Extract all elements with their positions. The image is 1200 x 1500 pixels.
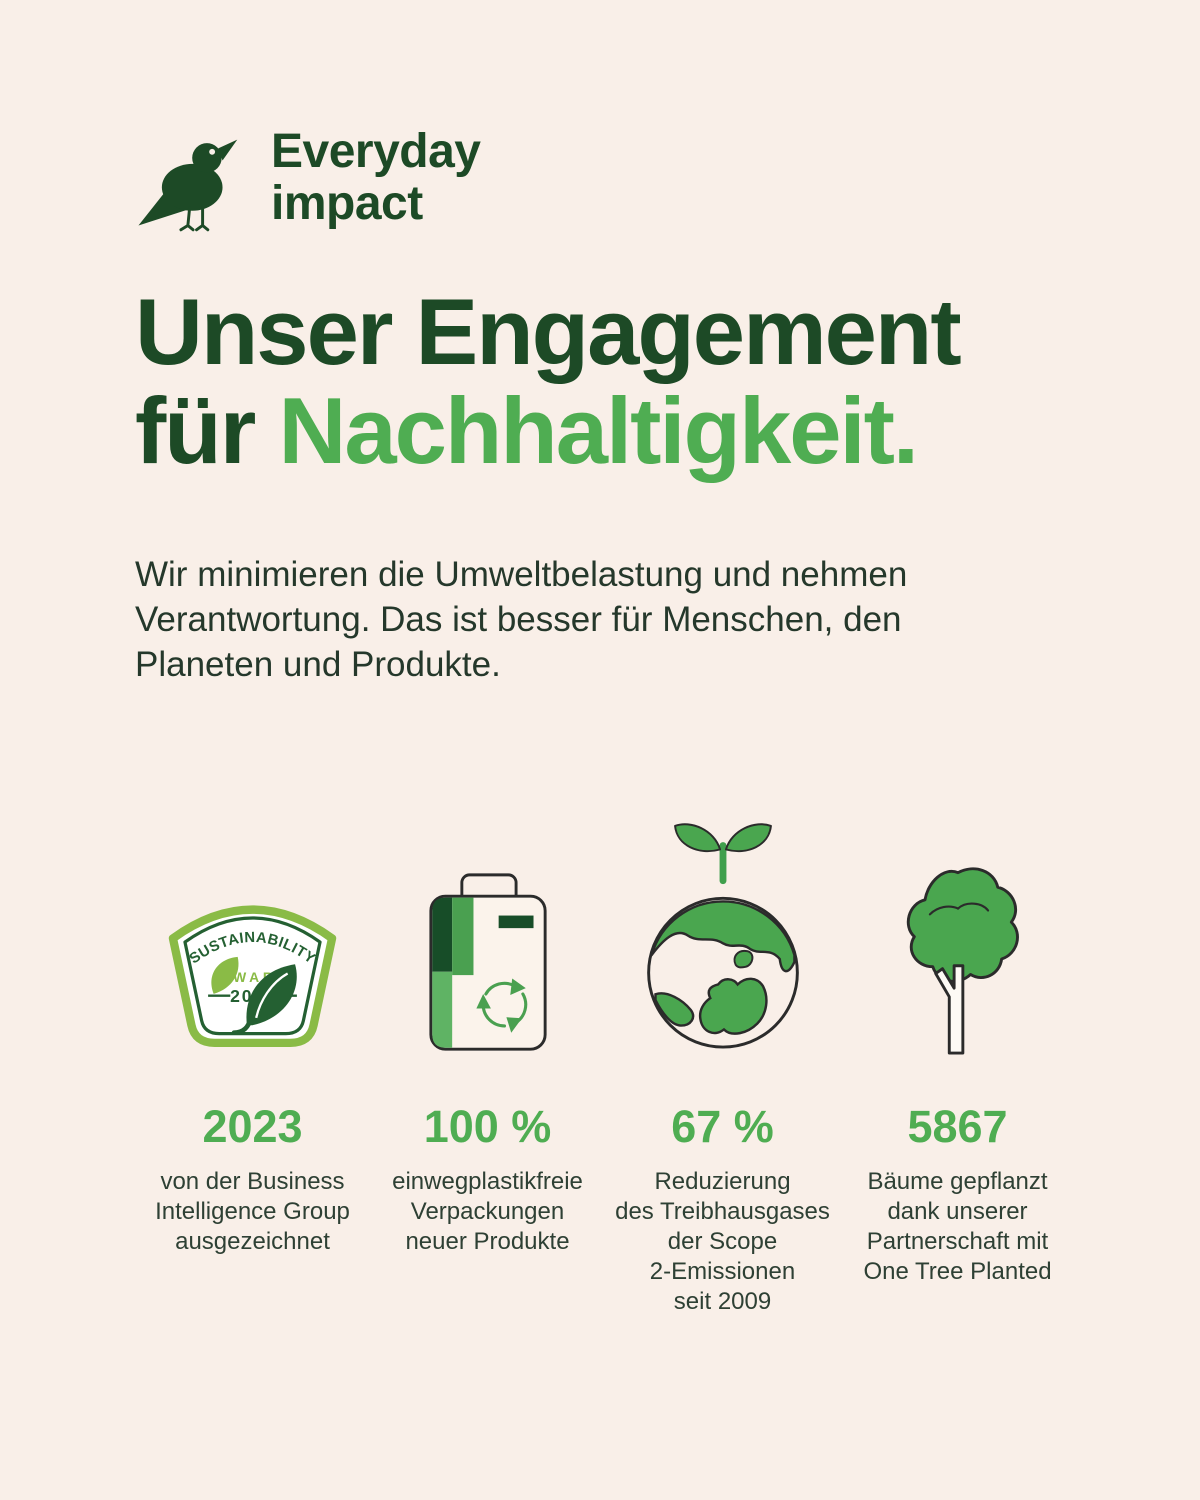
tree-canopy — [906, 867, 1019, 983]
continent-north — [649, 900, 796, 973]
package-label — [498, 915, 534, 929]
brand-name-line2: impact — [271, 177, 423, 230]
stats-row: SUSTAINABILITY AWARD 2023 2023 von der B… — [135, 815, 1075, 1317]
page-title-line2-green: Nachhaltigkeit. — [278, 378, 919, 483]
page-title-line2: für Nachhaltigkeit. — [135, 381, 1090, 480]
stat-award-label: von der Business Intelligence Group ausg… — [155, 1168, 350, 1255]
tree-icon — [906, 867, 1019, 1055]
earth-sprout-icon — [646, 823, 799, 1049]
badge-outer-border — [168, 905, 337, 1048]
bird-body — [161, 163, 223, 211]
stat-packaging-value: 100 % — [423, 1101, 552, 1152]
recycle-icon — [475, 978, 527, 1033]
package-stripe-dark — [431, 897, 452, 972]
stat-trees-value: 5867 — [907, 1101, 1008, 1152]
bird-legs — [179, 205, 210, 232]
badge-leaf-vein — [255, 972, 289, 1019]
continent-island — [733, 949, 753, 969]
badge-small-leaf — [211, 956, 239, 994]
stat-trees-label: Bäume gepflanzt dank unserer Partnerscha… — [863, 1168, 1052, 1285]
brand-name: Everyday impact — [271, 126, 481, 234]
badge-inner-border — [183, 916, 322, 1036]
intro-paragraph: Wir minimieren die Umweltbelastung und n… — [135, 555, 908, 684]
sustainability-award-badge-icon: SUSTAINABILITY AWARD 2023 — [168, 905, 337, 1048]
page-title-line2-dark: für — [135, 378, 256, 483]
tree-trunk — [933, 964, 964, 1055]
tree-canopy-detail — [928, 902, 989, 916]
bird-eye — [209, 148, 216, 155]
stat-packaging-label: einwegplastikfreie Verpackungen neuer Pr… — [392, 1168, 583, 1255]
stat-emissions-label: Reduzierung des Treibhausgases der Scope… — [615, 1168, 830, 1315]
package-stripe-mid — [451, 897, 473, 976]
page-title: Unser Engagement für Nachhaltigkeit. — [135, 282, 1090, 480]
bird-icon — [138, 139, 238, 232]
sprout-leaf-left — [673, 823, 721, 853]
plastic-free-packaging-icon — [428, 873, 547, 1051]
sprout-leaf-right — [724, 823, 772, 853]
stat-packaging-icon-box — [370, 815, 605, 1055]
content-area: Everyday impact Unser Engagement für Nac… — [135, 126, 1090, 1317]
stat-award-value: 2023 — [202, 1101, 303, 1152]
package-stripe-light — [431, 971, 452, 1048]
stat-trees: 5867 Bäume gepflanzt dank unserer Partne… — [840, 815, 1075, 1317]
bird-head — [192, 143, 222, 173]
stat-trees-icon-box — [840, 815, 1075, 1055]
stat-award-icon-box: SUSTAINABILITY AWARD 2023 — [135, 815, 370, 1055]
stat-packaging: 100 % einwegplastikfreie Verpackungen ne… — [370, 815, 605, 1317]
stat-emissions-icon-box — [605, 815, 840, 1055]
globe-outline — [646, 896, 799, 1049]
page-title-line1: Unser Engagement — [135, 279, 962, 384]
stat-award: SUSTAINABILITY AWARD 2023 2023 von der B… — [135, 815, 370, 1317]
stat-emissions: 67 % Reduzierung des Treibhausgases der … — [605, 815, 840, 1317]
bird-beak — [218, 139, 238, 161]
continent-central — [698, 977, 768, 1035]
brand-name-line1: Everyday — [271, 125, 481, 178]
brand-logo: Everyday impact — [135, 126, 1090, 234]
stat-emissions-value: 67 % — [671, 1101, 774, 1152]
continent-west — [653, 992, 694, 1027]
